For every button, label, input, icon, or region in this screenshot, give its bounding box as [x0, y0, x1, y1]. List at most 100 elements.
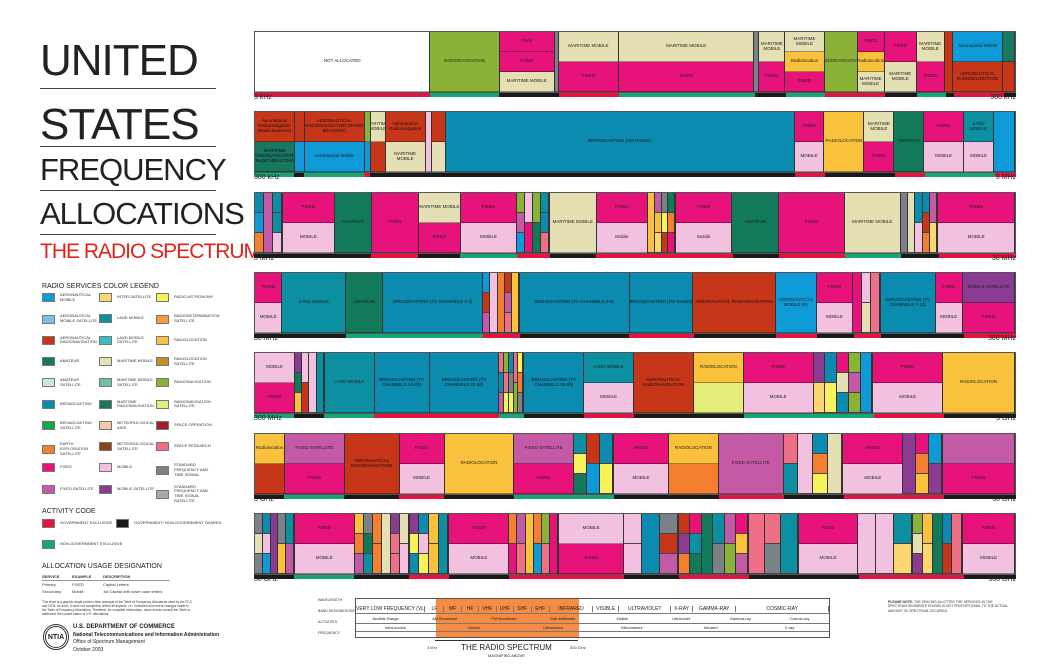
- legend-swatch: [156, 314, 169, 324]
- legend-item: SPACE OPERATION: [156, 420, 214, 430]
- activity-label: Sub-Millimeter: [550, 616, 576, 621]
- service-cell: MARITIME MOBILE: [549, 193, 596, 253]
- service-cell: [354, 514, 363, 534]
- service-cell: [894, 544, 912, 574]
- service-cell: [668, 213, 675, 233]
- service-cell: [525, 223, 532, 253]
- sub-allocation: [915, 193, 923, 253]
- activity-code: [294, 414, 324, 418]
- service-cell: [302, 383, 309, 413]
- service-cell: AMATEUR: [894, 112, 924, 172]
- service-cell: [860, 353, 872, 413]
- legend-label: RADIONAVIGATION: [174, 379, 211, 385]
- activity-code: [333, 254, 372, 258]
- service-cell: [574, 434, 587, 454]
- service-cell: [278, 514, 286, 544]
- sub-allocation: [783, 434, 799, 494]
- allocation-block: MOBILE SATELLITE FIXED: [962, 273, 1015, 333]
- sub-activities-row: Infra-sonics Sonics Ultrasonics Microwaves I…: [356, 624, 829, 632]
- service-cell: [943, 434, 1014, 464]
- allocation-block: [517, 193, 550, 253]
- service-cell: [550, 514, 558, 574]
- legend-item: LAND MOBILE SATELLITE: [99, 335, 157, 346]
- service-cell: [724, 544, 736, 574]
- sub-allocation: [736, 514, 748, 574]
- activity-code: [904, 495, 944, 499]
- service-cell: [654, 233, 661, 253]
- allocation-block: AMATEUR: [894, 112, 925, 172]
- activity-code: [825, 173, 865, 177]
- sub-allocation: [923, 514, 933, 574]
- service-cell: [870, 273, 879, 333]
- service-cell: BROADCASTING (TV CHANNELS 38-69): [524, 353, 584, 413]
- service-cell: [504, 393, 508, 413]
- activity-code: [624, 575, 679, 579]
- sub-allocation: [587, 434, 601, 494]
- spectrum-row-label: BAND DESIGNATIONS: [318, 609, 355, 613]
- legend-swatch: [156, 399, 169, 409]
- allocation-block: [783, 434, 844, 494]
- service-cell: RADIONAVIGATION: [824, 32, 857, 92]
- activity-code: [374, 414, 429, 418]
- service-cell: [363, 534, 372, 554]
- activity-code: [254, 173, 294, 177]
- service-cell: [932, 514, 942, 574]
- service-cell: RADIOLOCATION: [668, 434, 718, 464]
- service-cell: [862, 303, 870, 333]
- allocation-block: [1002, 32, 1016, 92]
- sub-allocation: [286, 514, 294, 574]
- allocation-block: MARITIME MOBILE FIXED: [418, 193, 461, 253]
- allocation-block: MARITIME MOBILE FIXED: [618, 32, 755, 92]
- service-cell: AERONAUTICAL RADIONAVIGATION: [344, 434, 399, 494]
- activity-label: GOVERNMENT EXCLUSIVE: [60, 520, 113, 526]
- service-cell: [825, 353, 837, 383]
- legend-item: BROADCASTING: [42, 399, 100, 409]
- usage-rule: [42, 580, 170, 581]
- service-cell: [286, 544, 293, 574]
- legend-item: AMATEUR: [42, 356, 100, 366]
- service-cell: FIXED: [618, 62, 754, 92]
- service-cell: [409, 514, 419, 534]
- please-note: PLEASE NOTE: THE SPACING ALLOTTED THE SE…: [888, 600, 1008, 613]
- service-cell: [837, 353, 848, 373]
- activity-code: [759, 93, 786, 97]
- sub-allocation: [903, 434, 917, 494]
- spectrum-row-label: WAVELENGTH: [318, 598, 343, 602]
- activity-code: [425, 173, 431, 177]
- legend-item: RADIOLOCATION: [156, 335, 214, 345]
- service-cell: FIXED: [884, 32, 916, 62]
- allocation-block: [994, 112, 1015, 172]
- activity-code: [634, 414, 694, 418]
- sub-allocation: [508, 353, 514, 413]
- activity-code: [514, 495, 574, 499]
- sub-allocation: [490, 273, 498, 333]
- service-cell: [923, 544, 932, 574]
- service-cell: [499, 353, 504, 373]
- band-designation: HF: [462, 606, 480, 612]
- activity-code: [901, 254, 939, 258]
- service-cell: [273, 193, 282, 213]
- sub-allocation: [354, 514, 364, 574]
- service-cell: [255, 534, 262, 554]
- activity-code: [845, 254, 902, 258]
- service-cell: Mobile: [676, 223, 732, 253]
- allocation-block: RADIOLOCATION: [693, 353, 744, 413]
- band-designation: MF: [444, 606, 462, 612]
- service-cell: FIXED: [418, 223, 460, 253]
- allocation-block: BROADCASTING (TV CHANNELS 38-69): [524, 353, 585, 413]
- band-designation: EHF: [532, 606, 550, 612]
- service-cell: [532, 193, 540, 223]
- activity-code: [749, 575, 799, 579]
- allocation-block: [944, 32, 953, 92]
- divider: [40, 234, 216, 235]
- service-cell: [724, 514, 736, 544]
- service-cell: [255, 193, 264, 213]
- allocation-block: BROADCASTING (TV CHANNELS 14-20): [374, 353, 430, 413]
- service-cell: AMATEUR: [346, 273, 382, 333]
- service-cell: [504, 373, 508, 393]
- legend-swatch: [99, 293, 112, 302]
- allocation-block: FIXED MOBILE: [614, 434, 669, 494]
- service-cell: [837, 373, 848, 393]
- legend-label: AERONAUTICAL MOBILE: [60, 292, 91, 302]
- service-cell: MARITIME MOBILE: [370, 112, 385, 142]
